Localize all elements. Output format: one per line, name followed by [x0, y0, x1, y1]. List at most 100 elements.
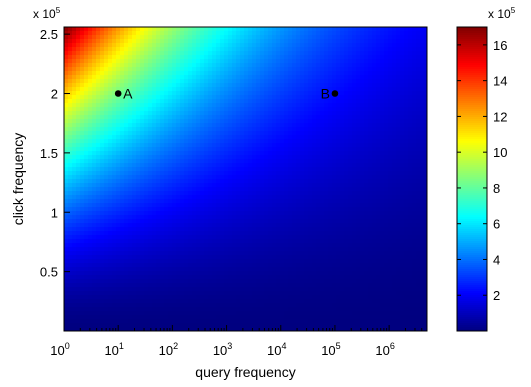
heatmap-cell [340, 151, 345, 156]
heatmap-cell [264, 147, 269, 152]
heatmap-cell [152, 215, 157, 220]
heatmap-cell [408, 35, 413, 40]
heatmap-cell [416, 107, 421, 112]
heatmap-cell [120, 83, 125, 88]
heatmap-cell [116, 191, 121, 196]
heatmap-cell [140, 67, 145, 72]
heatmap-cell [204, 55, 209, 60]
heatmap-cell [344, 119, 349, 124]
heatmap-cell [380, 123, 385, 128]
heatmap-cell [216, 51, 221, 56]
heatmap-cell [328, 115, 333, 120]
heatmap-cell [308, 151, 313, 156]
heatmap-cell [212, 127, 217, 132]
heatmap-cell [304, 71, 309, 76]
heatmap-cell [320, 183, 325, 188]
heatmap-cell [276, 127, 281, 132]
heatmap-cell [328, 43, 333, 48]
heatmap-cell [284, 131, 289, 136]
heatmap-cell [216, 115, 221, 120]
heatmap-cell [72, 31, 77, 36]
heatmap-cell [128, 215, 133, 220]
heatmap-cell [300, 183, 305, 188]
heatmap-cell [108, 31, 113, 36]
heatmap-cell [364, 71, 369, 76]
heatmap-cell [372, 87, 377, 92]
heatmap-cell [296, 203, 301, 208]
heatmap-cell [68, 35, 73, 40]
heatmap-cell [292, 223, 297, 228]
heatmap-cell [264, 103, 269, 108]
heatmap-cell [220, 187, 225, 192]
heatmap-cell [140, 91, 145, 96]
heatmap-cell [96, 55, 101, 60]
heatmap-cell [232, 31, 237, 36]
heatmap-cell [356, 43, 361, 48]
heatmap-cell [404, 191, 409, 196]
heatmap-cell [108, 71, 113, 76]
heatmap-cell [404, 199, 409, 204]
heatmap-cell [88, 239, 93, 244]
heatmap-cell [312, 191, 317, 196]
heatmap-cell [356, 95, 361, 100]
heatmap-cell [108, 51, 113, 56]
heatmap-cell [336, 75, 341, 80]
heatmap-cell [340, 195, 345, 200]
heatmap-cell [296, 151, 301, 156]
heatmap-cell [388, 163, 393, 168]
heatmap-cell [164, 175, 169, 180]
heatmap-cell [296, 155, 301, 160]
heatmap-cell [384, 171, 389, 176]
heatmap-cell [88, 139, 93, 144]
heatmap-cell [284, 167, 289, 172]
heatmap-cell [332, 147, 337, 152]
heatmap-cell [328, 183, 333, 188]
heatmap-cell [368, 119, 373, 124]
heatmap-cell [216, 143, 221, 148]
heatmap-cell [124, 55, 129, 60]
heatmap-cell [364, 175, 369, 180]
heatmap-cell [92, 231, 97, 236]
heatmap-cell [224, 95, 229, 100]
heatmap-cell [136, 203, 141, 208]
heatmap-cell [196, 211, 201, 216]
heatmap-cell [64, 235, 69, 240]
heatmap-cell [400, 135, 405, 140]
heatmap-cell [404, 219, 409, 224]
heatmap-cell [252, 143, 257, 148]
heatmap-cell [280, 191, 285, 196]
heatmap-cell [212, 31, 217, 36]
heatmap-cell [68, 123, 73, 128]
heatmap-cell [212, 55, 217, 60]
heatmap-cell [392, 103, 397, 108]
heatmap-cell [372, 127, 377, 132]
heatmap-cell [384, 31, 389, 36]
heatmap-cell [244, 43, 249, 48]
heatmap-cell [368, 67, 373, 72]
heatmap-cell [360, 219, 365, 224]
heatmap-cell [392, 115, 397, 120]
heatmap-cell [400, 79, 405, 84]
heatmap-cell [184, 159, 189, 164]
heatmap-cell [176, 235, 181, 240]
heatmap-cell [212, 239, 217, 244]
heatmap-cell [168, 179, 173, 184]
heatmap-cell [124, 191, 129, 196]
heatmap-cell [204, 87, 209, 92]
heatmap-cell [328, 179, 333, 184]
heatmap-cell [72, 47, 77, 52]
heatmap-cell [216, 147, 221, 152]
heatmap-cell [72, 91, 77, 96]
heatmap-cell [328, 87, 333, 92]
heatmap-cell [396, 183, 401, 188]
heatmap-cell [196, 67, 201, 72]
heatmap-cell [328, 55, 333, 60]
heatmap-cell [84, 151, 89, 156]
heatmap-cell [124, 171, 129, 176]
heatmap-cell [328, 199, 333, 204]
heatmap-cell [220, 243, 225, 248]
heatmap-cell [76, 179, 81, 184]
heatmap-cell [360, 195, 365, 200]
heatmap-cell [252, 167, 257, 172]
heatmap-cell [228, 199, 233, 204]
